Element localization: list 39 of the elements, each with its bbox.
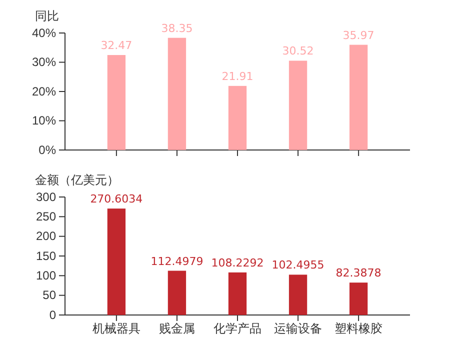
data-label: 32.47 [100, 39, 132, 52]
y-tick-label: 0% [38, 142, 56, 157]
y-tick-label: 150 [36, 248, 56, 263]
bar [107, 208, 126, 315]
data-label: 270.6034 [90, 192, 143, 206]
bar [349, 44, 368, 150]
y-axis-title: 金额（亿美元） [35, 173, 119, 187]
x-tick-label: 运输设备 [274, 322, 322, 336]
y-tick-label: 0 [49, 308, 56, 322]
bar [168, 270, 186, 315]
data-label: 30.52 [282, 44, 314, 58]
bar [288, 60, 308, 150]
x-tick-label: 机械器具 [92, 322, 140, 336]
y-tick-label: 250 [36, 210, 56, 224]
y-tick-label: 50 [42, 288, 56, 302]
data-label: 35.97 [342, 28, 374, 42]
x-tick-label: 塑料橡胶 [334, 322, 383, 336]
y-tick-label: 200 [36, 229, 56, 244]
y-axis-title: 同比 [35, 9, 59, 23]
data-label: 102.4955 [272, 258, 324, 272]
bar [349, 282, 368, 315]
y-tick-label: 100 [36, 268, 56, 283]
data-label: 112.4979 [150, 254, 204, 268]
bar [168, 38, 186, 150]
y-tick-label: 20% [32, 84, 56, 98]
data-label: 108.2292 [211, 256, 264, 270]
y-tick-label: 30% [32, 55, 56, 70]
y-tick-label: 300 [36, 190, 56, 204]
x-tick-label: 化学产品 [214, 322, 262, 336]
bar [228, 272, 247, 315]
bar [107, 55, 126, 150]
y-tick-label: 10% [32, 114, 56, 128]
bar [288, 274, 308, 315]
data-label: 21.91 [222, 70, 254, 83]
data-label: 38.35 [161, 22, 193, 35]
x-tick-label: 贱金属 [158, 322, 195, 336]
data-label: 82.3878 [336, 266, 382, 280]
bar [228, 86, 247, 150]
y-tick-label: 40% [32, 26, 56, 40]
